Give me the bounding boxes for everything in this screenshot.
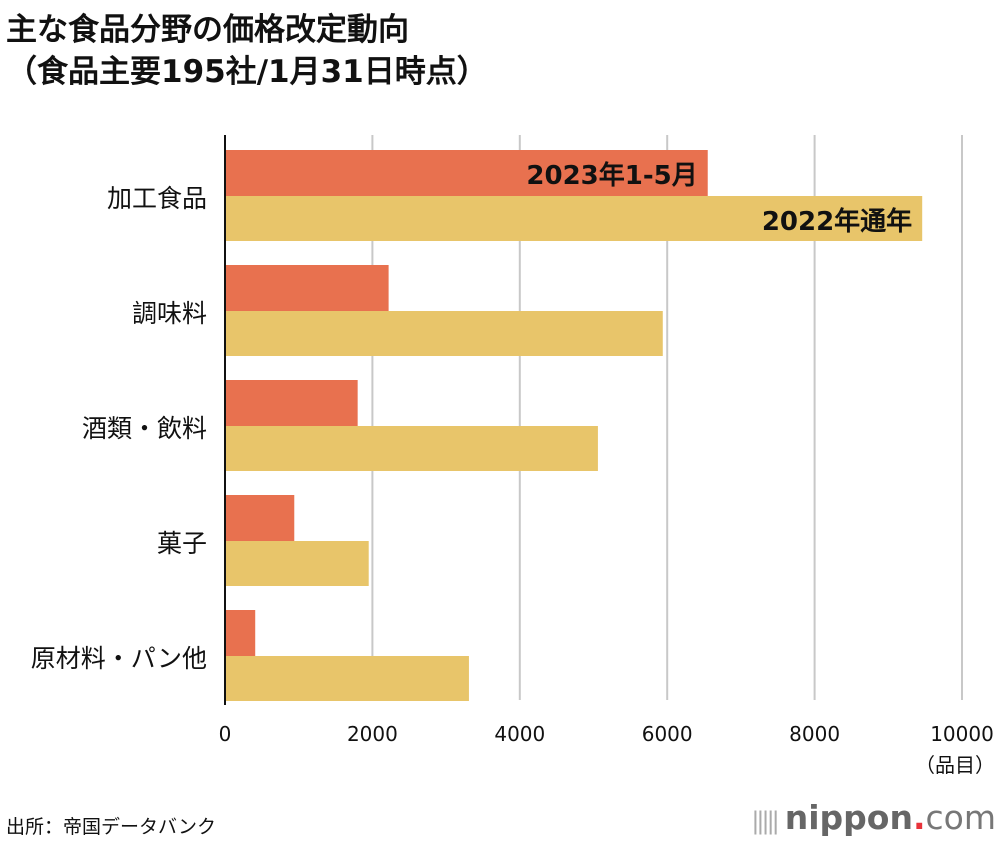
logo-dot: . — [912, 798, 926, 837]
chart-subtitle: （食品主要195社/1月31日時点） — [6, 54, 488, 90]
bar-2023 — [225, 495, 295, 541]
bar-2022 — [225, 311, 663, 356]
x-tick-label: 4000 — [494, 722, 545, 746]
category-label: 調味料 — [132, 299, 207, 328]
category-label: 原材料・パン他 — [31, 644, 207, 673]
logo-bars-icon: ||||| — [751, 807, 779, 835]
series-label: 2022年通年 — [762, 206, 912, 237]
x-tick-label: 10000 — [930, 722, 994, 746]
logo-text: nippon — [784, 798, 913, 837]
category-label: 菓子 — [157, 529, 207, 558]
x-tick-label: 8000 — [789, 722, 840, 746]
chart-title: 主な食品分野の価格改定動向 — [6, 12, 409, 48]
bar-2023 — [225, 265, 389, 311]
category-label: 加工食品 — [107, 184, 207, 213]
x-axis-unit: （品目） — [915, 753, 995, 777]
bar-2022 — [225, 426, 598, 471]
bar-2023 — [225, 380, 358, 426]
x-tick-label: 6000 — [642, 722, 693, 746]
source-note: 出所：帝国データバンク — [6, 816, 216, 838]
bar-2023 — [225, 610, 256, 656]
bar-2022 — [225, 541, 369, 586]
x-tick-label: 2000 — [347, 722, 398, 746]
nippon-logo: ||||| nippon.com — [751, 798, 996, 837]
category-label: 酒類・飲料 — [82, 414, 207, 443]
series-label: 2023年1-5月 — [526, 160, 697, 191]
bar-2022 — [225, 656, 469, 701]
x-tick-label: 0 — [219, 722, 232, 746]
bar-2023 — [225, 150, 708, 196]
logo-suffix: com — [925, 798, 996, 837]
bar-2022 — [225, 196, 923, 241]
